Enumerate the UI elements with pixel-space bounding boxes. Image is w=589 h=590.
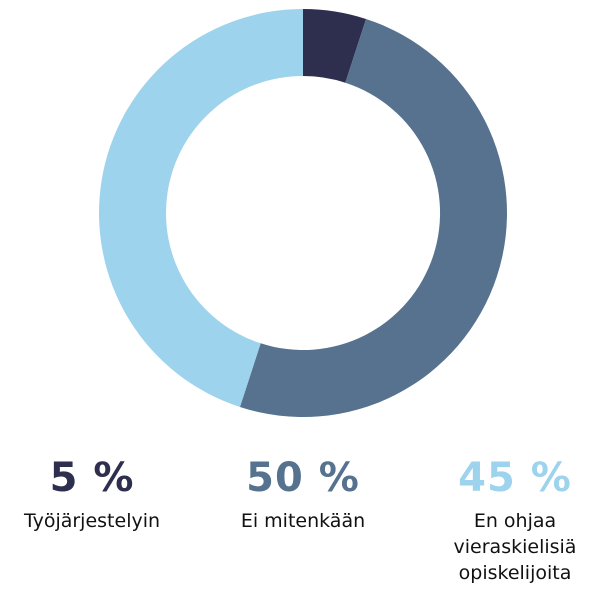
category-label: En ohjaa vieraskielisiä opiskelijoita bbox=[453, 510, 577, 584]
category-label: Työjärjestelyin bbox=[23, 510, 161, 532]
donut-segment bbox=[99, 9, 303, 408]
donut bbox=[99, 9, 507, 418]
category-label: Ei mitenkään bbox=[240, 510, 366, 532]
legend-item: 5 % Työjärjestelyin bbox=[22, 456, 162, 534]
donut-segment bbox=[303, 9, 367, 83]
legend-item: 45 % En ohjaa vieraskielisiä opiskelijoit… bbox=[445, 456, 585, 586]
value-label: 5 % bbox=[49, 455, 135, 501]
donut-segment bbox=[239, 18, 507, 418]
legend-item: 50 % Ei mitenkään bbox=[233, 456, 373, 534]
value-label: 45 % bbox=[458, 455, 572, 501]
value-label: 50 % bbox=[246, 455, 360, 501]
